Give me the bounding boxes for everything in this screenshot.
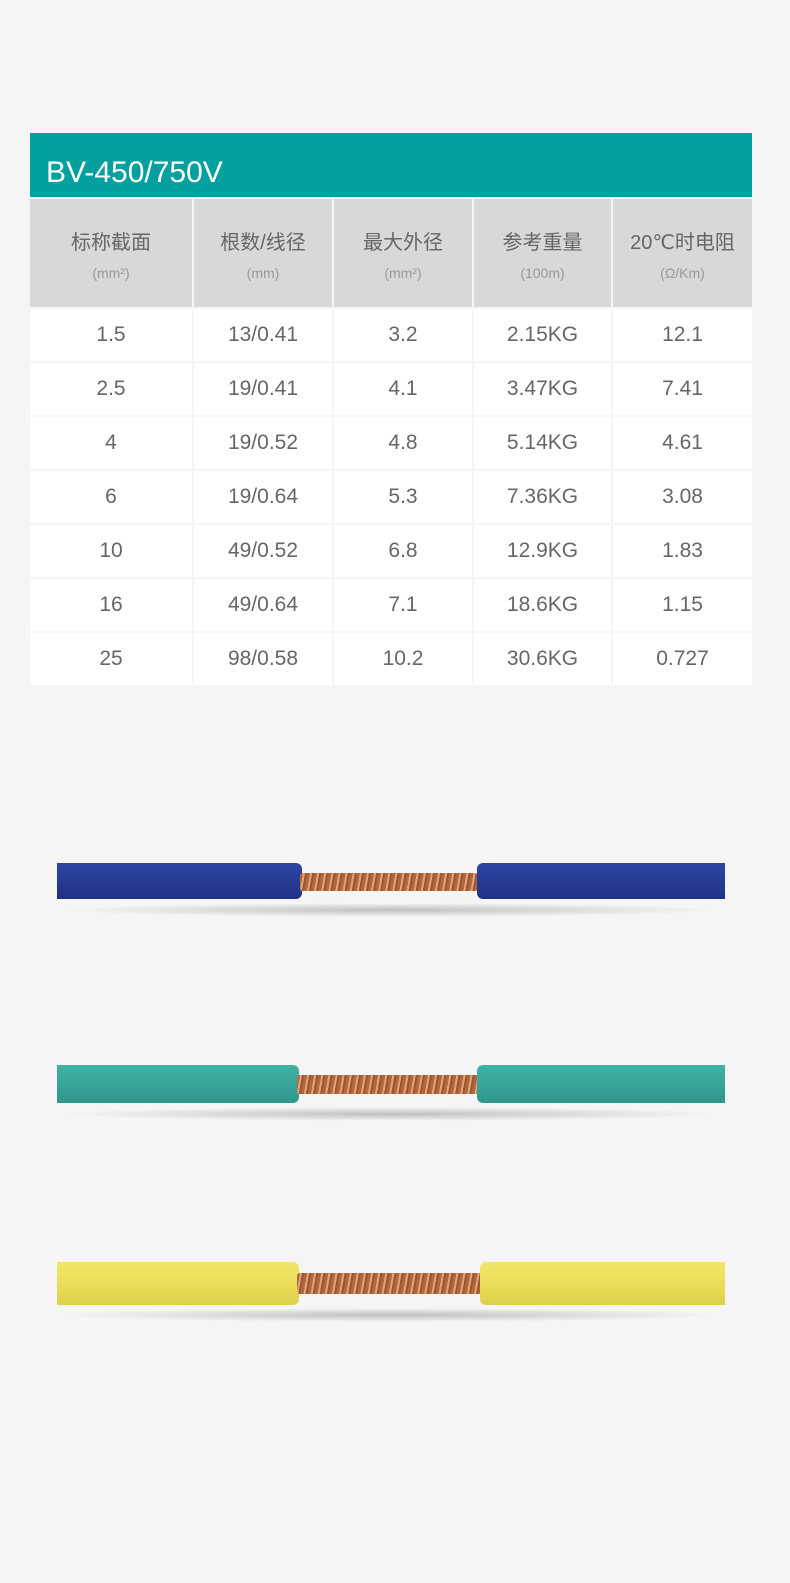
table-cell: 5.3 (334, 471, 472, 523)
table-cell: 19/0.64 (194, 471, 332, 523)
table-cell: 5.14KG (474, 417, 611, 469)
header-label: 根数/线径 (220, 231, 306, 254)
spec-table: BV-450/750V 标称截面 (mm²) 根数/线径 (mm) 最大外径 (mm²… (30, 133, 752, 685)
header-label: 最大外径 (363, 231, 443, 254)
table-cell: 13/0.41 (194, 309, 332, 361)
table-cell: 7.41 (613, 363, 752, 415)
table-cell: 10.2 (334, 633, 472, 685)
table-cell: 6.8 (334, 525, 472, 577)
table-cell: 7.1 (334, 579, 472, 631)
table-cell: 12.1 (613, 309, 752, 361)
table-cell: 6 (30, 471, 192, 523)
header-label: 标称截面 (71, 231, 151, 254)
header-label: 20℃时电阻 (630, 231, 735, 254)
table-row: 16 49/0.64 7.1 18.6KG 1.15 (30, 579, 752, 631)
header-unit: (mm) (246, 264, 280, 281)
table-cell: 3.2 (334, 309, 472, 361)
table-cell: 49/0.52 (194, 525, 332, 577)
table-row: 25 98/0.58 10.2 30.6KG 0.727 (30, 633, 752, 685)
header-unit: (Ω/Km) (660, 264, 705, 281)
teal-wire-image (57, 1065, 725, 1121)
table-cell: 3.08 (613, 471, 752, 523)
table-cell: 2.15KG (474, 309, 611, 361)
table-row: 10 49/0.52 6.8 12.9KG 1.83 (30, 525, 752, 577)
table-cell: 19/0.52 (194, 417, 332, 469)
table-cell: 3.47KG (474, 363, 611, 415)
header-cell: 参考重量 (100m) (474, 199, 611, 307)
header-cell: 最大外径 (mm²) (334, 199, 472, 307)
table-cell: 1.83 (613, 525, 752, 577)
table-title: BV-450/750V (30, 133, 752, 197)
table-cell: 18.6KG (474, 579, 611, 631)
table-row: 6 19/0.64 5.3 7.36KG 3.08 (30, 471, 752, 523)
table-cell: 25 (30, 633, 192, 685)
table-cell: 0.727 (613, 633, 752, 685)
yellow-wire-image (57, 1262, 725, 1322)
table-row: 1.5 13/0.41 3.2 2.15KG 12.1 (30, 309, 752, 361)
table-cell: 4.8 (334, 417, 472, 469)
table-cell: 1.15 (613, 579, 752, 631)
table-row: 2.5 19/0.41 4.1 3.47KG 7.41 (30, 363, 752, 415)
header-unit: (mm²) (92, 264, 130, 281)
header-label: 参考重量 (502, 231, 583, 254)
table-cell: 49/0.64 (194, 579, 332, 631)
table-cell: 98/0.58 (194, 633, 332, 685)
table-cell: 19/0.41 (194, 363, 332, 415)
header-unit: (100m) (520, 264, 565, 281)
table-cell: 4 (30, 417, 192, 469)
table-cell: 4.1 (334, 363, 472, 415)
table-row: 4 19/0.52 4.8 5.14KG 4.61 (30, 417, 752, 469)
table-cell: 16 (30, 579, 192, 631)
header-cell: 标称截面 (mm²) (30, 199, 192, 307)
header-cell: 根数/线径 (mm) (194, 199, 332, 307)
header-row: 标称截面 (mm²) 根数/线径 (mm) 最大外径 (mm²) 参考重量 (100m)… (30, 199, 752, 307)
table-cell: 2.5 (30, 363, 192, 415)
header-unit: (mm²) (384, 264, 422, 281)
table-cell: 7.36KG (474, 471, 611, 523)
table-cell: 12.9KG (474, 525, 611, 577)
blue-wire-image (57, 863, 725, 917)
table-cell: 30.6KG (474, 633, 611, 685)
table-cell: 4.61 (613, 417, 752, 469)
table-cell: 10 (30, 525, 192, 577)
header-cell: 20℃时电阻 (Ω/Km) (613, 199, 752, 307)
table-cell: 1.5 (30, 309, 192, 361)
